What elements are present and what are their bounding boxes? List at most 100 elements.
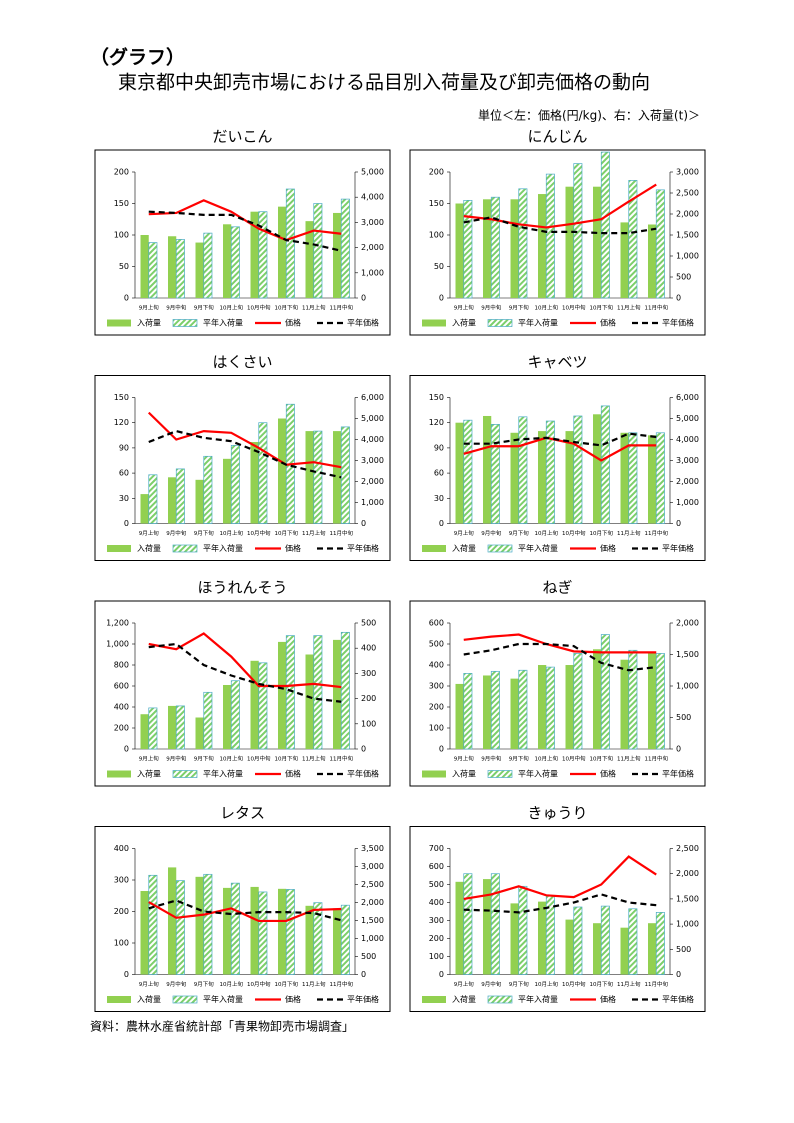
legend-swatch [107,545,131,552]
y2-tick-label: 1,500 [676,231,699,240]
bar [483,675,492,749]
x-tick-label: 10月中旬 [247,980,271,988]
y-tick-label: 400 [429,661,444,670]
x-tick-label: 10月中旬 [247,304,271,312]
y2-tick-label: 4,000 [361,435,384,444]
legend-label: 価格 [600,318,616,328]
legend-label: 平年入荷量 [203,543,243,553]
y2-tick-label: 1,000 [361,268,384,277]
x-tick-label: 9月下旬 [509,755,529,763]
bar [168,705,177,749]
y-tick-label: 600 [429,619,444,628]
y-tick-label: 1,200 [106,619,129,628]
x-tick-label: 11月中旬 [330,529,354,537]
bar [250,442,259,524]
line-series [148,429,342,479]
chart-title: だいこん [212,128,272,146]
y2-tick-label: 1,000 [676,252,699,261]
bar [313,430,323,524]
y2-tick-label: 3,500 [361,844,384,853]
legend-swatch [107,319,131,327]
bar [510,199,519,298]
bar [648,224,657,298]
legend-label: 平年価格 [662,318,694,328]
chart-title: はくさい [212,353,272,371]
y2-tick-label: 500 [361,619,376,628]
x-tick-label: 10月下旬 [590,980,614,988]
bar [250,886,259,975]
bar [148,707,158,750]
bar [483,879,492,975]
x-tick-label: 9月中旬 [481,755,501,763]
legend-label: 平年価格 [662,769,694,779]
bar [463,200,473,299]
bar [655,653,665,750]
bar [140,891,149,975]
y2-tick-label: 200 [361,694,376,703]
legend-label: 平年価格 [347,994,379,1004]
y2-tick-label: 1,000 [676,682,699,691]
x-tick-label: 10月上旬 [535,980,559,988]
y-tick-label: 0 [124,970,129,979]
x-tick-label: 11月上旬 [302,529,326,537]
bar [195,479,204,524]
line-series [147,411,342,469]
bar [305,221,314,298]
x-tick-label: 10月上旬 [220,755,244,763]
bar [340,904,350,975]
line-series [148,642,342,703]
bar [565,186,574,298]
y-tick-label: 100 [114,231,129,240]
bar [463,419,473,524]
bar [258,211,268,299]
legend-label: 入荷量 [452,994,476,1004]
bar [483,415,492,524]
bar [305,905,314,975]
bar [285,889,295,975]
y2-tick-label: 2,000 [676,869,699,878]
x-tick-label: 9月中旬 [166,529,186,537]
y-tick-label: 30 [119,494,129,503]
line-series [463,436,657,462]
y-tick-label: 200 [114,168,129,177]
y2-tick-label: 3,000 [361,456,384,465]
y-tick-label: 200 [429,168,444,177]
y-tick-label: 150 [429,199,444,208]
y2-tick-label: 0 [676,294,681,303]
chart-title: ほうれんそう [197,579,287,597]
y2-tick-label: 3,000 [676,168,699,177]
y2-tick-label: 2,500 [676,844,699,853]
x-tick-label: 11月上旬 [617,304,641,312]
y-tick-label: 150 [114,393,129,402]
x-tick-label: 9月下旬 [509,529,529,537]
y2-tick-label: 1,000 [361,934,384,943]
line-series [148,901,342,923]
y2-tick-label: 6,000 [676,393,699,402]
bar [148,474,158,524]
legend-label: 入荷量 [137,543,161,553]
bar [168,477,177,524]
x-tick-label: 10月下旬 [590,755,614,763]
bar [518,188,528,299]
legend-label: 入荷量 [137,994,161,1004]
y2-tick-label: 0 [361,970,366,979]
bar [195,717,204,749]
bar [620,659,629,749]
bar [175,705,185,750]
x-tick-label: 9月上旬 [139,529,159,537]
bar [565,431,574,524]
y-tick-label: 100 [429,231,444,240]
legend-swatch [172,770,198,778]
y-tick-label: 100 [429,724,444,733]
bar [565,919,574,975]
x-tick-label: 10月中旬 [247,529,271,537]
x-tick-label: 10月上旬 [535,529,559,537]
bar [573,415,583,524]
bar [305,431,314,524]
bar [655,912,665,975]
bar [223,224,232,298]
y-tick-label: 600 [114,682,129,691]
chart-title: キャベツ [527,353,587,371]
chart-frame [94,149,391,336]
